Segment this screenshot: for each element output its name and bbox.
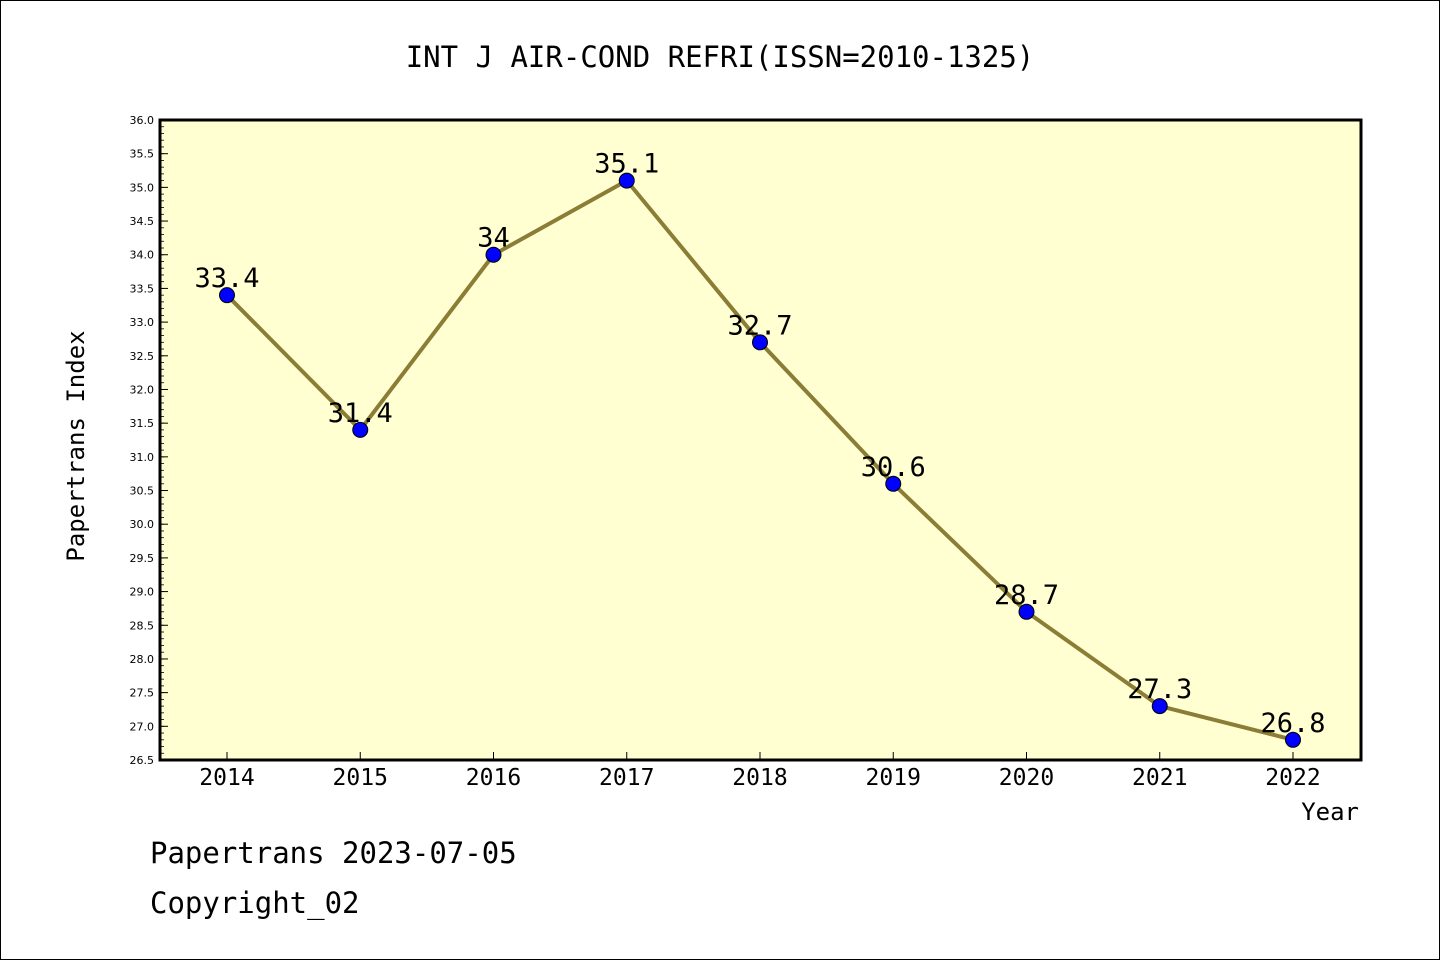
data-label: 34 <box>477 223 510 254</box>
footer-date: Papertrans 2023-07-05 <box>150 836 517 870</box>
data-point <box>1018 603 1035 620</box>
y-tick-label: 29.5 <box>130 552 155 565</box>
y-tick-label: 34.5 <box>130 215 155 228</box>
x-axis-label: Year <box>1301 798 1359 826</box>
plot-border <box>158 118 1363 762</box>
x-tick-label: 2022 <box>1265 765 1320 791</box>
data-point <box>485 246 502 263</box>
y-tick-label: 35.5 <box>130 148 155 161</box>
y-tick-label: 31.0 <box>130 451 155 464</box>
x-tick-label: 2014 <box>199 765 254 791</box>
data-point <box>618 172 635 189</box>
y-tick-label: 30.5 <box>130 485 155 498</box>
data-labels: 33.4 31.4 34 35.1 32.7 30.6 28.7 27.3 26.8 <box>194 149 1325 739</box>
y-tick-label: 35.0 <box>130 181 155 194</box>
plot-area <box>160 120 1361 760</box>
data-point <box>752 334 768 351</box>
x-tick-label: 2020 <box>999 765 1054 791</box>
data-markers <box>219 172 1301 748</box>
data-label: 27.3 <box>1127 674 1192 705</box>
data-label: 30.6 <box>861 452 926 483</box>
data-label: 32.7 <box>727 310 792 341</box>
y-tick-label: 32.0 <box>130 383 155 396</box>
data-label: 28.7 <box>994 580 1059 611</box>
data-label: 33.4 <box>194 263 259 294</box>
y-tick-label: 32.5 <box>130 350 155 363</box>
chart-title: INT J AIR-COND REFRI(ISSN=2010-1325) <box>406 40 1035 74</box>
y-tick-label: 28.5 <box>130 619 155 632</box>
y-tick-label: 26.5 <box>130 754 155 767</box>
x-tick-label: 2016 <box>466 765 521 791</box>
y-tick-label: 29.0 <box>130 586 155 599</box>
data-point <box>352 421 369 438</box>
y-tick-label: 36.0 <box>130 114 155 127</box>
footer-copyright: Copyright_02 <box>150 886 360 920</box>
x-tick-label: 2015 <box>333 765 388 791</box>
y-tick-label: 33.5 <box>130 282 155 295</box>
x-tick-label: 2017 <box>599 765 654 791</box>
y-tick-label: 28.0 <box>130 653 155 666</box>
x-tick-label: 2019 <box>866 765 921 791</box>
data-point <box>219 287 235 304</box>
data-label: 31.4 <box>328 398 393 429</box>
y-tick-label: 27.0 <box>130 720 155 733</box>
y-axis-label: Papertrans Index <box>62 330 90 561</box>
y-tick-label: 31.5 <box>130 417 155 430</box>
data-point <box>885 475 902 492</box>
y-tick-label: 33.0 <box>130 316 155 329</box>
y-tick-label: 27.5 <box>130 687 155 700</box>
y-tick-label: 30.0 <box>130 518 155 531</box>
y-tick-label: 34.0 <box>130 249 155 262</box>
x-tick-label: 2018 <box>732 765 787 791</box>
data-point <box>1285 731 1301 748</box>
x-tick-label: 2021 <box>1132 765 1187 791</box>
data-label: 35.1 <box>594 149 659 180</box>
data-label: 26.8 <box>1260 708 1325 739</box>
data-point <box>1151 698 1168 715</box>
